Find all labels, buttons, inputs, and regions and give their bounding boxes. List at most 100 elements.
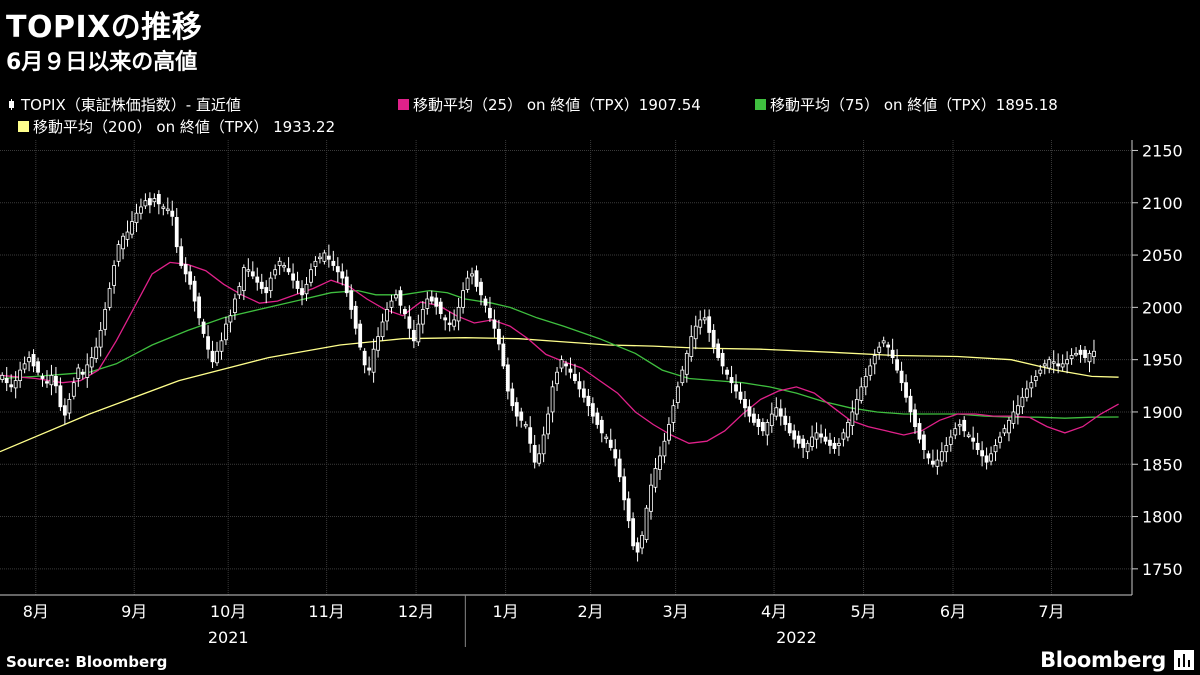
candle bbox=[622, 468, 627, 511]
candle-body bbox=[165, 208, 170, 211]
candle-body bbox=[76, 367, 81, 379]
candle bbox=[649, 473, 653, 520]
candle bbox=[1087, 350, 1092, 373]
candle-body bbox=[917, 423, 922, 440]
candle-body bbox=[1033, 375, 1038, 381]
candle bbox=[608, 428, 613, 451]
candle-body bbox=[62, 405, 67, 416]
candle-body bbox=[734, 384, 738, 392]
candle bbox=[219, 332, 224, 360]
candle-body bbox=[116, 244, 121, 262]
candle bbox=[743, 391, 747, 418]
candle-body bbox=[895, 359, 899, 371]
candle-body bbox=[774, 407, 779, 417]
candle-body bbox=[863, 375, 868, 388]
candle-body bbox=[573, 373, 577, 381]
candle-body bbox=[640, 534, 644, 549]
candle bbox=[300, 280, 304, 306]
candle-body bbox=[1002, 428, 1007, 434]
candle-body bbox=[282, 265, 287, 268]
candle-body bbox=[975, 442, 980, 451]
candle-body bbox=[376, 336, 380, 351]
candle-body bbox=[304, 283, 309, 295]
candle-body bbox=[828, 439, 832, 446]
candle bbox=[774, 397, 779, 421]
candle-body bbox=[425, 298, 430, 309]
candle-body bbox=[564, 363, 568, 367]
candle-body bbox=[595, 412, 600, 425]
candle-body bbox=[268, 277, 273, 292]
candle bbox=[948, 429, 953, 452]
candle-body bbox=[241, 267, 246, 292]
candle bbox=[362, 348, 367, 374]
candle bbox=[787, 416, 792, 437]
candle bbox=[259, 273, 264, 294]
candle-body bbox=[170, 210, 175, 217]
candle bbox=[286, 257, 291, 275]
candle bbox=[394, 289, 398, 302]
candle bbox=[1083, 346, 1087, 363]
candle bbox=[783, 407, 788, 431]
candle-body bbox=[371, 348, 376, 373]
candle-body bbox=[496, 328, 501, 345]
candle bbox=[595, 407, 600, 429]
candle-body bbox=[711, 329, 716, 348]
candle-body bbox=[447, 322, 452, 325]
candle bbox=[179, 238, 184, 269]
candle bbox=[282, 262, 287, 272]
legend-label: 移動平均（25） on 終値（TPX）1907.54 bbox=[413, 96, 701, 114]
candle-body bbox=[488, 308, 492, 319]
candle bbox=[13, 371, 18, 399]
candle bbox=[1060, 354, 1065, 372]
candle bbox=[116, 240, 121, 267]
candle bbox=[814, 422, 819, 449]
y-tick-label: 1750 bbox=[1142, 560, 1183, 579]
candle-body bbox=[228, 315, 233, 323]
candle bbox=[998, 431, 1002, 449]
candle-body bbox=[962, 419, 967, 432]
legend-item-ma200: 移動平均（200） on 終値（TPX） 1933.22 bbox=[18, 116, 335, 137]
candle-body bbox=[174, 217, 179, 248]
candle-body bbox=[707, 316, 712, 333]
candle-body bbox=[532, 445, 537, 463]
candle bbox=[277, 257, 282, 275]
candle-body bbox=[913, 409, 917, 427]
candle-body bbox=[581, 388, 586, 398]
candle bbox=[805, 440, 810, 460]
candle-body bbox=[130, 221, 134, 235]
candle bbox=[492, 309, 497, 338]
candle-body bbox=[993, 445, 998, 453]
candle-body bbox=[1016, 405, 1020, 415]
candle bbox=[1065, 351, 1070, 374]
candle bbox=[1047, 356, 1052, 374]
candle-body bbox=[689, 336, 694, 357]
candle-body bbox=[837, 442, 841, 446]
candle-body bbox=[362, 350, 367, 366]
candle-body bbox=[868, 365, 873, 376]
candle bbox=[667, 417, 671, 445]
candle-body bbox=[210, 350, 215, 363]
candle-body bbox=[765, 422, 770, 436]
candle-body bbox=[769, 413, 774, 426]
candle bbox=[9, 374, 14, 393]
candle-body bbox=[18, 369, 23, 381]
candle-body bbox=[783, 415, 788, 425]
candle-body bbox=[541, 434, 546, 455]
legend-label: 移動平均（200） on 終値（TPX） 1933.22 bbox=[33, 118, 336, 136]
candle bbox=[420, 301, 425, 334]
candle-body bbox=[631, 518, 636, 547]
candle bbox=[452, 309, 457, 331]
candle-body bbox=[394, 294, 398, 299]
candle-body bbox=[953, 428, 958, 436]
candle-body bbox=[224, 323, 228, 341]
candle bbox=[403, 306, 407, 319]
candle-body bbox=[1078, 349, 1083, 355]
candle bbox=[760, 418, 765, 437]
candle bbox=[841, 428, 846, 447]
ma25-swatch bbox=[398, 99, 409, 110]
candle bbox=[367, 356, 372, 376]
candle-body bbox=[385, 309, 389, 322]
candle bbox=[295, 271, 300, 294]
candle bbox=[854, 388, 859, 421]
candle bbox=[443, 314, 448, 331]
